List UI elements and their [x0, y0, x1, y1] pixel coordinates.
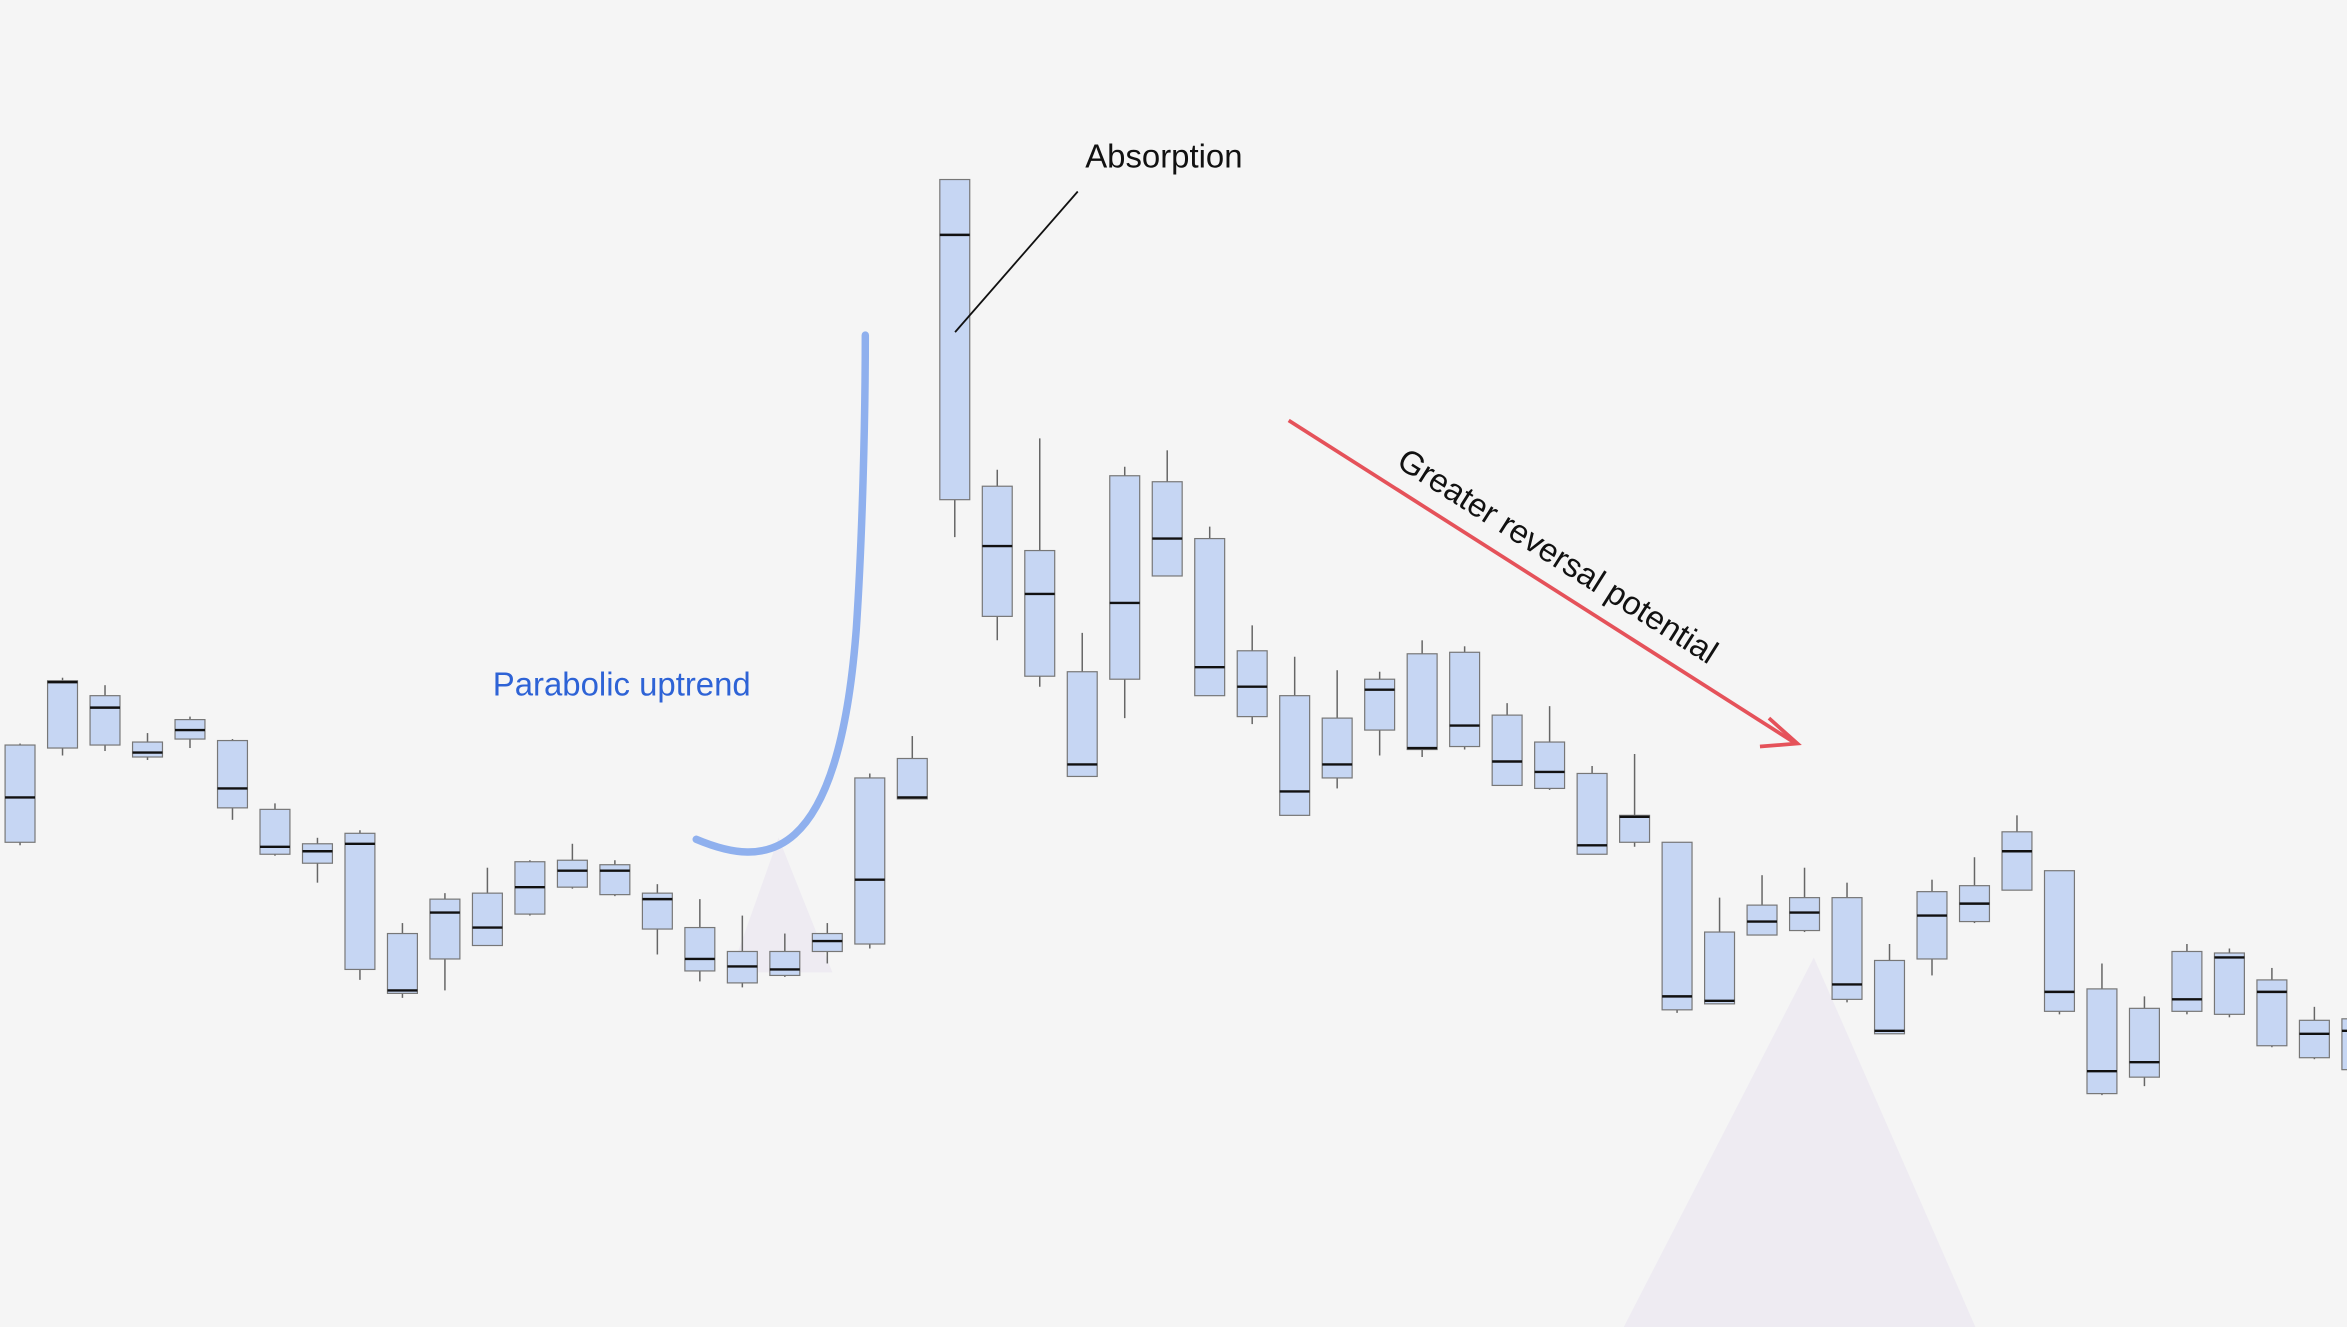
body	[1746, 904, 1778, 936]
body	[2341, 1018, 2347, 1071]
annotation: Absorption	[1085, 137, 1242, 174]
body	[1576, 772, 1608, 855]
body	[1916, 891, 1948, 960]
body	[344, 832, 376, 971]
body	[2213, 952, 2245, 1015]
body	[1151, 481, 1183, 577]
body	[556, 859, 588, 888]
body	[1066, 671, 1098, 778]
body	[1534, 741, 1566, 790]
body	[2171, 950, 2203, 1012]
body	[89, 695, 121, 746]
body	[811, 932, 843, 953]
body	[131, 741, 164, 758]
body	[1831, 897, 1863, 1000]
body	[1364, 678, 1396, 731]
body	[1024, 549, 1056, 677]
body	[1321, 717, 1353, 779]
body	[1873, 959, 1906, 1035]
body	[1194, 537, 1226, 697]
body	[2043, 870, 2076, 1012]
body	[1406, 653, 1438, 751]
body	[1109, 475, 1141, 680]
body	[939, 178, 971, 501]
annotation: Parabolic uptrend	[493, 665, 751, 702]
body	[769, 950, 801, 977]
body	[2001, 831, 2033, 891]
body	[2128, 1007, 2160, 1078]
body	[981, 485, 1013, 617]
body	[896, 757, 928, 800]
body	[1619, 814, 1651, 843]
body	[2086, 988, 2118, 1095]
pointer-line	[954, 190, 1079, 333]
body	[386, 932, 418, 994]
body	[1236, 650, 1268, 718]
arrow-head	[1759, 716, 1802, 749]
body	[46, 680, 79, 749]
body	[301, 843, 334, 864]
body	[854, 777, 886, 945]
body	[2298, 1019, 2330, 1059]
body	[1661, 841, 1693, 1011]
body	[684, 926, 716, 972]
body	[4, 744, 36, 843]
body	[1491, 714, 1523, 787]
shade	[1623, 957, 1976, 1327]
body	[1788, 897, 1821, 932]
trend-curve	[692, 331, 870, 856]
body	[216, 739, 249, 809]
shade	[730, 837, 833, 973]
body	[429, 898, 461, 960]
body	[2256, 979, 2288, 1047]
body	[1704, 931, 1736, 1005]
body	[599, 864, 631, 896]
body	[1449, 651, 1481, 748]
arrow	[1287, 418, 1797, 746]
body	[471, 892, 503, 947]
candles	[4, 178, 2347, 1096]
body	[1279, 695, 1311, 816]
